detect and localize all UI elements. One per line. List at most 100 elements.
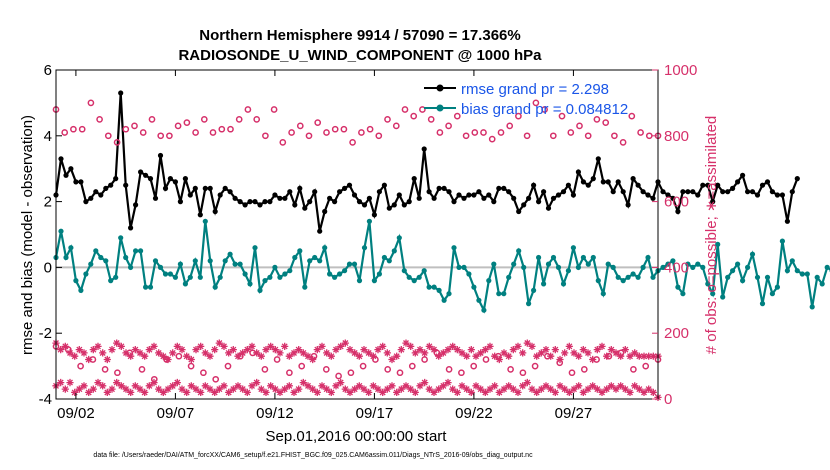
legend-bias-label: bias grand pr = 0.084812 xyxy=(461,101,628,118)
data-point xyxy=(809,304,815,310)
data-point xyxy=(590,254,596,261)
assimilated-obs-point xyxy=(183,352,191,360)
data-point xyxy=(555,264,562,270)
possible-obs-point xyxy=(358,129,365,136)
assimilated-obs-point xyxy=(626,352,634,360)
data-point xyxy=(123,182,129,188)
possible-obs-point xyxy=(279,139,287,146)
assimilated-obs-point xyxy=(458,349,466,357)
data-point xyxy=(516,248,522,254)
assimilated-obs-point xyxy=(248,342,256,350)
data-point xyxy=(764,274,771,280)
possible-obs-point xyxy=(576,122,583,130)
possible-obs-point xyxy=(298,362,306,370)
assimilated-obs-point xyxy=(467,388,475,396)
possible-obs-point xyxy=(78,125,86,133)
data-point xyxy=(710,291,716,297)
data-point xyxy=(222,258,228,264)
assimilated-obs-point xyxy=(164,385,172,393)
assimilated-obs-point xyxy=(481,346,489,354)
assimilated-obs-point xyxy=(421,349,429,357)
assimilated-obs-point xyxy=(402,339,410,347)
y-right-tick-label: 600 xyxy=(664,194,689,211)
data-point xyxy=(361,202,368,208)
data-point xyxy=(431,284,437,290)
data-point xyxy=(526,195,532,201)
data-point xyxy=(456,264,462,270)
assimilated-obs-point xyxy=(253,349,261,357)
series-0 xyxy=(53,90,800,234)
possible-obs-point xyxy=(218,125,226,133)
data-point xyxy=(172,274,178,280)
data-point xyxy=(819,281,825,287)
data-point xyxy=(78,179,84,185)
data-point xyxy=(282,271,288,277)
assimilated-obs-point xyxy=(561,385,569,393)
assimilated-obs-point xyxy=(276,388,284,396)
data-point xyxy=(172,179,178,185)
data-point xyxy=(471,284,477,290)
data-point xyxy=(620,189,626,195)
data-point xyxy=(227,189,233,195)
assimilated-obs-point xyxy=(379,342,387,350)
possible-obs-point xyxy=(396,369,404,377)
possible-obs-point xyxy=(322,366,330,373)
data-point xyxy=(277,195,283,201)
y-left-tick-label: -2 xyxy=(39,325,52,342)
possible-obs-point xyxy=(244,106,252,113)
x-tick-label: 09/02 xyxy=(57,405,95,422)
assimilated-obs-point xyxy=(519,382,527,390)
assimilated-obs-point xyxy=(514,342,522,350)
assimilated-obs-point xyxy=(122,385,130,393)
possible-obs-point xyxy=(531,362,539,370)
data-point xyxy=(645,192,651,198)
assimilated-obs-point xyxy=(103,355,111,364)
assimilated-obs-point xyxy=(500,349,508,357)
possible-obs-point xyxy=(541,106,548,113)
possible-obs-point xyxy=(157,132,165,140)
assimilated-obs-point xyxy=(341,339,349,347)
assimilated-obs-point xyxy=(533,352,541,360)
assimilated-obs-point xyxy=(285,352,293,360)
assimilated-obs-point xyxy=(201,349,209,357)
possible-obs-point xyxy=(200,369,207,377)
data-point xyxy=(630,271,636,277)
assimilated-obs-point xyxy=(318,382,326,390)
data-point xyxy=(660,264,666,270)
data-point xyxy=(267,274,273,280)
data-point xyxy=(426,189,432,195)
data-point xyxy=(391,202,397,208)
data-point xyxy=(610,264,616,270)
assimilated-obs-point xyxy=(472,382,480,390)
data-point xyxy=(252,245,258,251)
axes-frame xyxy=(55,69,659,400)
data-point xyxy=(143,172,149,178)
assimilated-obs-point xyxy=(519,349,527,357)
data-point xyxy=(262,199,268,205)
possible-obs-point xyxy=(227,125,234,133)
possible-obs-point xyxy=(192,129,199,136)
assimilated-obs-point xyxy=(215,339,223,347)
possible-obs-point xyxy=(568,369,576,377)
y-right-tick-label: 1000 xyxy=(664,62,697,79)
assimilated-obs-point xyxy=(551,346,559,354)
assimilated-obs-point xyxy=(304,382,312,390)
assimilated-obs-point xyxy=(173,342,181,350)
possible-obs-point xyxy=(261,366,269,373)
assimilated-obs-point xyxy=(57,346,65,354)
assimilated-obs-point xyxy=(570,385,578,393)
possible-obs-point xyxy=(270,106,278,113)
possible-obs-point xyxy=(200,116,208,123)
data-point xyxy=(257,202,263,208)
data-point xyxy=(799,271,805,277)
data-point xyxy=(152,195,159,201)
data-point xyxy=(705,182,711,188)
data-point xyxy=(222,185,228,191)
data-point xyxy=(690,189,696,195)
possible-obs-point xyxy=(470,362,478,370)
data-point xyxy=(695,192,701,198)
series-5 xyxy=(52,378,662,401)
assimilated-obs-point xyxy=(537,385,545,393)
data-point xyxy=(396,192,402,198)
y-axis-left-label: rmse and bias (model - observation) xyxy=(19,115,36,355)
